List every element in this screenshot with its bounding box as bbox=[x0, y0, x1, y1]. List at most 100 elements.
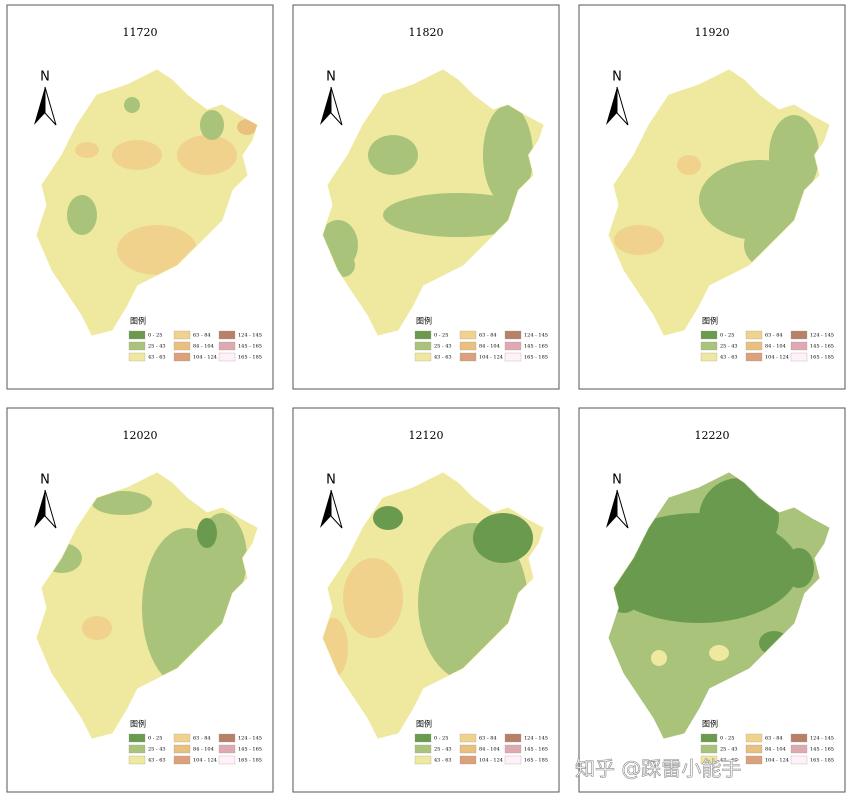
panel-title: 12220 bbox=[695, 429, 730, 442]
legend-swatch bbox=[128, 330, 146, 340]
north-arrow bbox=[330, 489, 343, 529]
legend-swatch bbox=[128, 733, 146, 743]
legend-label: 63 - 84 bbox=[479, 736, 497, 742]
legend-swatch bbox=[700, 733, 718, 743]
legend-swatch bbox=[504, 352, 522, 362]
legend-swatch bbox=[790, 330, 808, 340]
north-arrow bbox=[330, 86, 343, 126]
legend-title: 图例 bbox=[416, 719, 432, 729]
class-regions bbox=[609, 478, 814, 666]
north-label: N bbox=[326, 473, 336, 488]
legend-label: 84 - 104 bbox=[193, 747, 214, 753]
legend-swatch bbox=[414, 330, 432, 340]
legend-label: 63 - 84 bbox=[479, 333, 497, 339]
legend-label: 0 - 25 bbox=[720, 333, 734, 339]
legend-swatch bbox=[218, 341, 236, 351]
legend-label: 63 - 84 bbox=[765, 736, 783, 742]
panel-title: 12020 bbox=[123, 429, 158, 442]
legend-label: 124 - 145 bbox=[524, 333, 548, 339]
legend-label: 43 - 63 bbox=[148, 355, 166, 361]
legend-swatch bbox=[173, 755, 191, 765]
legend-label: 165 - 185 bbox=[238, 355, 262, 361]
legend-swatch bbox=[459, 330, 477, 340]
legend-label: 124 - 145 bbox=[238, 333, 262, 339]
class-region bbox=[112, 140, 162, 170]
legend-label: 25 - 43 bbox=[720, 747, 738, 753]
legend-swatch bbox=[414, 733, 432, 743]
legend-swatch bbox=[790, 744, 808, 754]
legend-swatch bbox=[745, 330, 763, 340]
class-region bbox=[200, 110, 224, 140]
north-arrow bbox=[616, 86, 629, 126]
legend-label: 165 - 185 bbox=[238, 758, 262, 764]
legend-label: 124 - 145 bbox=[524, 736, 548, 742]
north-arrow bbox=[606, 87, 617, 125]
map-panel: 11920 N 图例 0 - 25 25 - 43 43 - 63 63 - 84 84 - … bbox=[578, 4, 846, 390]
north-arrow bbox=[34, 87, 45, 125]
class-region bbox=[383, 193, 533, 237]
legend-swatch bbox=[745, 341, 763, 351]
legend-swatch bbox=[790, 733, 808, 743]
legend-label: 84 - 104 bbox=[479, 344, 500, 350]
class-region bbox=[75, 142, 99, 158]
legend-label: 43 - 63 bbox=[720, 758, 738, 764]
legend-swatch bbox=[218, 330, 236, 340]
legend-label: 145 - 165 bbox=[524, 344, 548, 350]
class-region bbox=[503, 115, 523, 155]
legend-swatch bbox=[700, 330, 718, 340]
legend-swatch bbox=[790, 341, 808, 351]
legend-swatch bbox=[745, 755, 763, 765]
class-region bbox=[343, 558, 403, 638]
north-arrow bbox=[44, 489, 57, 529]
map-panel: 11820 N 图例 0 - 25 25 - 43 43 - 63 63 - 84 84 - … bbox=[292, 4, 560, 390]
legend-swatch bbox=[414, 341, 432, 351]
legend-title: 图例 bbox=[130, 719, 146, 729]
legend-swatch bbox=[504, 341, 522, 351]
class-region bbox=[117, 225, 197, 275]
legend-label: 124 - 145 bbox=[238, 736, 262, 742]
legend-label: 25 - 43 bbox=[148, 747, 166, 753]
legend-label: 165 - 185 bbox=[524, 758, 548, 764]
panel-title: 11720 bbox=[123, 26, 158, 39]
legend-label: 104 - 124 bbox=[765, 355, 789, 361]
north-label: N bbox=[612, 70, 622, 85]
legend-label: 104 - 124 bbox=[193, 355, 217, 361]
legend-swatch bbox=[504, 330, 522, 340]
legend-swatch bbox=[745, 733, 763, 743]
legend-label: 84 - 104 bbox=[765, 747, 786, 753]
legend-label: 0 - 25 bbox=[434, 333, 448, 339]
legend-label: 63 - 84 bbox=[193, 736, 211, 742]
map-panel: 11720 N 图例 0 - 25 25 - 43 43 - 63 63 - 84 84 - … bbox=[6, 4, 274, 390]
class-region bbox=[92, 491, 152, 515]
class-region bbox=[124, 97, 140, 113]
legend-label: 104 - 124 bbox=[479, 355, 503, 361]
legend-swatch bbox=[128, 341, 146, 351]
legend-swatch bbox=[459, 755, 477, 765]
legend-swatch bbox=[700, 341, 718, 351]
legend-label: 145 - 165 bbox=[810, 747, 834, 753]
north-label: N bbox=[40, 70, 50, 85]
legend-label: 124 - 145 bbox=[810, 736, 834, 742]
legend-swatch bbox=[504, 733, 522, 743]
legend-label: 145 - 165 bbox=[238, 344, 262, 350]
north-arrow bbox=[44, 86, 57, 126]
class-region bbox=[699, 478, 779, 558]
legend-label: 63 - 84 bbox=[193, 333, 211, 339]
north-arrow bbox=[606, 490, 617, 528]
legend-label: 84 - 104 bbox=[479, 747, 500, 753]
legend-swatch bbox=[459, 352, 477, 362]
class-region bbox=[677, 155, 701, 175]
class-region bbox=[769, 115, 819, 195]
north-arrow bbox=[320, 87, 331, 125]
north-label: N bbox=[40, 473, 50, 488]
legend-label: 43 - 63 bbox=[720, 355, 738, 361]
legend-swatch bbox=[459, 744, 477, 754]
legend-swatch bbox=[459, 341, 477, 351]
legend-label: 0 - 25 bbox=[720, 736, 734, 742]
map-panel: 12220 N 图例 0 - 25 25 - 43 43 - 63 63 - 84 84 - … bbox=[578, 407, 846, 793]
north-arrow bbox=[320, 490, 331, 528]
class-region bbox=[784, 548, 814, 588]
legend-label: 145 - 165 bbox=[238, 747, 262, 753]
legend-label: 43 - 63 bbox=[434, 355, 452, 361]
